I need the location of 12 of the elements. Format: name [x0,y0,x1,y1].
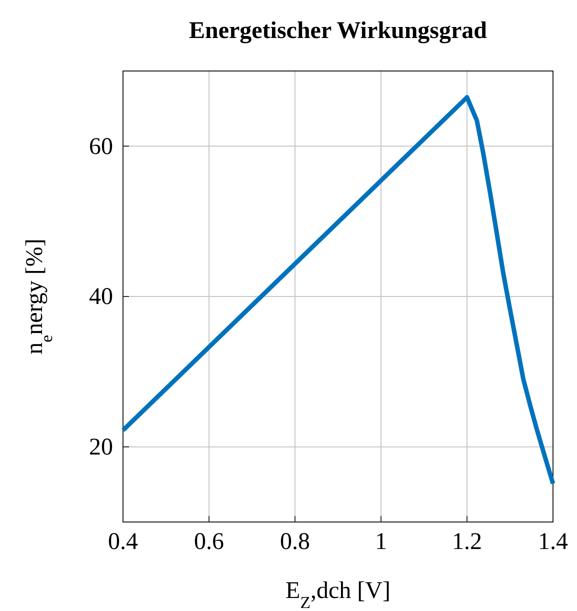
x-tick-label: 1 [375,529,387,556]
x-tick-label: 0.4 [108,529,138,556]
x-tick-label: 1.2 [452,529,482,556]
y-tick-label: 40 [89,284,113,310]
y-tick-label: 60 [89,134,113,160]
line-series [120,95,556,486]
x-axis-title: E$_{Z}$,dch [V] [286,578,390,611]
y-tick-label: 20 [89,434,113,461]
x-tick-label: 0.8 [280,529,310,556]
chart-title: Energetischer Wirkungsgrad [188,18,488,44]
x-tick-label: 0.6 [194,529,224,556]
x-tick-label: 1.4 [538,529,568,556]
